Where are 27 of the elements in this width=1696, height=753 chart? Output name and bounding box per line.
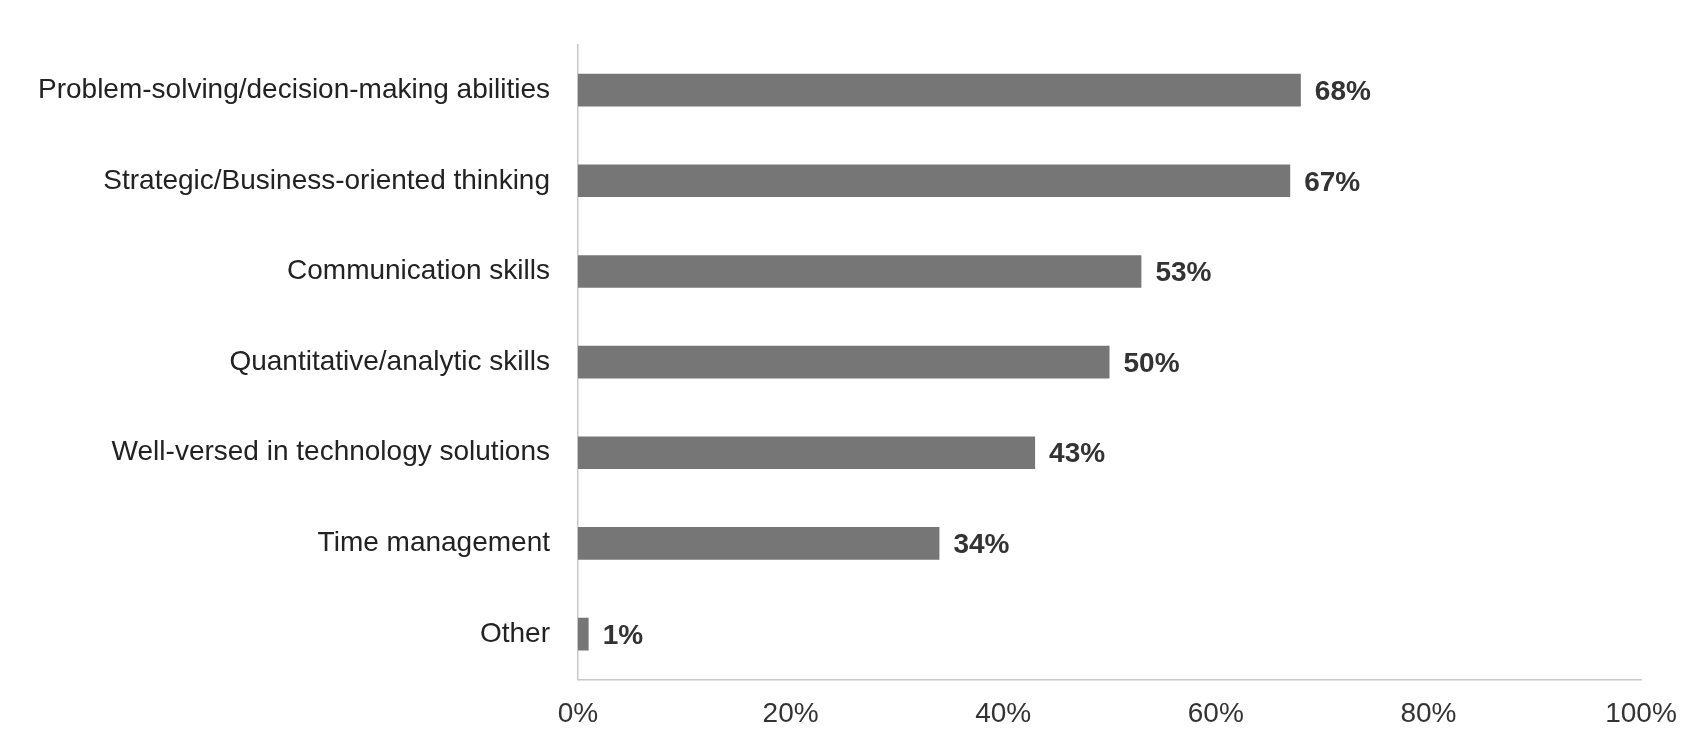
bar: [578, 527, 940, 560]
x-tick-label: 40%: [975, 696, 1032, 728]
x-tick-label: 20%: [762, 696, 819, 728]
data-label: 67%: [1304, 165, 1361, 197]
y-tick-label: Communication skills: [287, 254, 550, 286]
bar: [578, 436, 1036, 470]
y-tick-label: Quantitative/analytic skills: [229, 344, 550, 376]
bar: [578, 164, 1291, 198]
x-tick-label: 80%: [1400, 696, 1457, 728]
bar: [578, 345, 1110, 379]
y-tick-label: Well-versed in technology solutions: [111, 435, 550, 467]
y-tick-label: Other: [479, 616, 550, 648]
data-label: 68%: [1314, 74, 1371, 106]
data-label: 53%: [1155, 256, 1212, 288]
x-tick-label: 100%: [1605, 696, 1677, 728]
bar: [578, 73, 1301, 107]
bar: [578, 617, 589, 651]
x-tick-label: 0%: [557, 696, 599, 728]
data-label: 43%: [1049, 437, 1106, 469]
data-label: 1%: [602, 618, 644, 650]
x-tick-label: 60%: [1187, 696, 1244, 728]
data-label: 34%: [953, 528, 1010, 560]
bar: [578, 255, 1142, 288]
data-label: 50%: [1123, 346, 1180, 378]
y-tick-label: Problem-solving/decision-making abilities: [38, 72, 550, 104]
y-tick-label: Time management: [317, 526, 551, 558]
y-tick-label: Strategic/Business-oriented thinking: [103, 163, 550, 195]
